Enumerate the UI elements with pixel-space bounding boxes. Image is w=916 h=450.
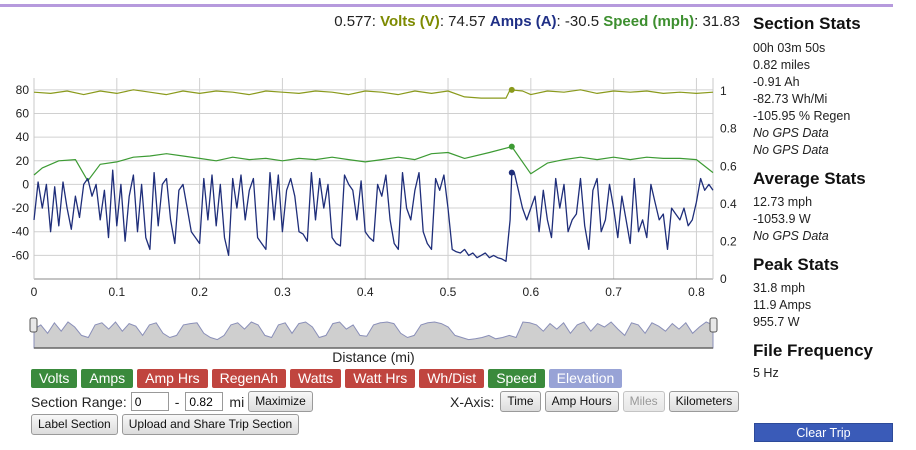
label-section-button[interactable]: Label Section <box>31 414 118 435</box>
legend-toggle-wh-dist[interactable]: Wh/Dist <box>419 369 485 388</box>
elevation-area <box>33 321 714 349</box>
peak-stats-title: Peak Stats <box>753 255 839 274</box>
peak-stats-list: 31.8 mph 11.9 Amps 955.7 W <box>753 280 913 331</box>
maximize-button[interactable]: Maximize <box>248 391 313 412</box>
average-stats-title: Average Stats <box>753 169 866 188</box>
series-line-volts <box>33 89 714 99</box>
legend-toggle-elevation[interactable]: Elevation <box>548 369 623 388</box>
readout-speed-label: Speed (mph) <box>603 13 695 30</box>
section-stats-line: No GPS Data <box>753 143 829 157</box>
peak-stats-line: 11.9 Amps <box>753 298 812 312</box>
average-stats-line: No GPS Data <box>753 229 829 243</box>
y-right-tick-label: 0.8 <box>720 122 737 136</box>
y-right-tick-label: 1 <box>720 84 727 98</box>
upload-share-button[interactable]: Upload and Share Trip Section <box>121 414 300 435</box>
range-handle-right[interactable] <box>709 317 718 333</box>
readout-volts-value: 74.57 <box>448 13 486 30</box>
section-stats-list: 00h 03m 50s 0.82 miles -0.91 Ah -82.73 Wh/M… <box>753 40 913 159</box>
legend-toggle-amp-hrs[interactable]: Amp Hrs <box>137 369 208 388</box>
x-tick-label: 0 <box>31 285 38 299</box>
series-legend: Volts Amps Amp Hrs RegenAh Watts Watt Hrs Wh/D… <box>31 369 623 388</box>
y-left-tick-label: 80 <box>16 83 30 97</box>
y-right-tick-label: 0.6 <box>720 159 737 173</box>
x-axis-miles-button[interactable]: Miles <box>622 391 665 412</box>
readout-volts-label: Volts (V) <box>380 13 440 30</box>
section-actions: Label Section Upload and Share Trip Sect… <box>31 414 300 435</box>
x-axis-controls: X-Axis: Time Amp Hours Miles Kilometers <box>450 391 740 412</box>
section-stats-line: 0.82 miles <box>753 58 810 72</box>
cursor-marker-volts <box>508 86 515 93</box>
section-stats-line: 00h 03m 50s <box>753 41 826 55</box>
x-axis-time-button[interactable]: Time <box>500 391 541 412</box>
section-end-input[interactable] <box>185 392 224 411</box>
trip-chart[interactable]: 0 0.1 0.2 0.3 0.4 0.5 0.6 0.7 0.8 80 60 40 20 0 -20 -40… <box>0 72 745 368</box>
legend-toggle-speed[interactable]: Speed <box>488 369 545 388</box>
legend-toggle-watt-hrs[interactable]: Watt Hrs <box>345 369 416 388</box>
top-accent-rule <box>0 4 893 7</box>
x-axis-label: X-Axis: <box>450 393 495 410</box>
x-tick-label: 0.6 <box>522 285 539 299</box>
average-stats-line: -1053.9 W <box>753 212 811 226</box>
section-range-label: Section Range: <box>31 393 127 410</box>
x-tick-label: 0.8 <box>688 285 705 299</box>
section-stats-line: -105.95 % Regen <box>753 109 851 123</box>
y-left-tick-label: 20 <box>16 154 30 168</box>
peak-stats-line: 31.8 mph <box>753 281 806 295</box>
y-right-tick-label: 0.2 <box>720 234 737 248</box>
y-left-tick-label: 60 <box>16 106 30 120</box>
cursor-marker-speed <box>508 143 515 150</box>
readout-amps-value: -30.5 <box>564 13 600 30</box>
section-stats-line: No GPS Data <box>753 126 829 140</box>
y-left-tick-label: 40 <box>16 130 30 144</box>
readout-amps-label: Amps (A) <box>489 13 557 30</box>
average-stats-list: 12.73 mph -1053.9 W No GPS Data <box>753 194 913 245</box>
stats-panel: Section Stats 00h 03m 50s 0.82 miles -0.91… <box>753 14 913 382</box>
x-tick-label: 0.3 <box>274 285 291 299</box>
x-tick-label: 0.4 <box>357 285 374 299</box>
y-right-tick-label: 0 <box>720 272 727 286</box>
section-stats-title: Section Stats <box>753 14 861 33</box>
x-tick-label: 0.2 <box>191 285 208 299</box>
x-tick-label: 0.5 <box>440 285 457 299</box>
legend-toggle-watts[interactable]: Watts <box>290 369 342 388</box>
x-axis-title: Distance (mi) <box>332 349 414 365</box>
range-handle-left[interactable] <box>29 317 38 333</box>
legend-toggle-amps[interactable]: Amps <box>81 369 134 388</box>
section-start-input[interactable] <box>130 392 169 411</box>
y-right-tick-label: 0.4 <box>720 197 737 211</box>
average-stats-line: 12.73 mph <box>753 195 813 209</box>
x-tick-label: 0.7 <box>605 285 622 299</box>
series-line-amps <box>33 169 714 262</box>
x-axis-kilometers-button[interactable]: Kilometers <box>668 391 740 412</box>
cursor-readout: 0.577: Volts (V): 74.57 Amps (A): -30.5 … <box>334 13 740 30</box>
x-axis-amp-hours-button[interactable]: Amp Hours <box>544 391 619 412</box>
peak-stats-line: 955.7 W <box>753 315 800 329</box>
readout-cursor-x: 0.577 <box>334 13 372 30</box>
y-left-tick-label: -40 <box>12 225 30 239</box>
section-range-unit: mi <box>229 393 245 410</box>
section-range-dash: - <box>174 393 180 410</box>
y-left-tick-label: -60 <box>12 248 30 262</box>
y-left-tick-label: -20 <box>12 201 30 215</box>
readout-speed-value: 31.83 <box>702 13 740 30</box>
legend-toggle-volts[interactable]: Volts <box>31 369 78 388</box>
clear-trip-button[interactable]: Clear Trip <box>754 423 893 442</box>
section-stats-line: -0.91 Ah <box>753 75 800 89</box>
file-frequency-value: 5 Hz <box>753 366 779 380</box>
series-line-speed <box>33 146 714 182</box>
file-frequency-title: File Frequency <box>753 341 873 360</box>
section-stats-line: -82.73 Wh/Mi <box>753 92 828 106</box>
cursor-marker-amps <box>508 169 515 176</box>
y-left-tick-label: 0 <box>22 177 29 191</box>
legend-toggle-regenah[interactable]: RegenAh <box>211 369 286 388</box>
section-range-controls: Section Range: - mi Maximize <box>31 391 313 412</box>
x-tick-label: 0.1 <box>108 285 125 299</box>
